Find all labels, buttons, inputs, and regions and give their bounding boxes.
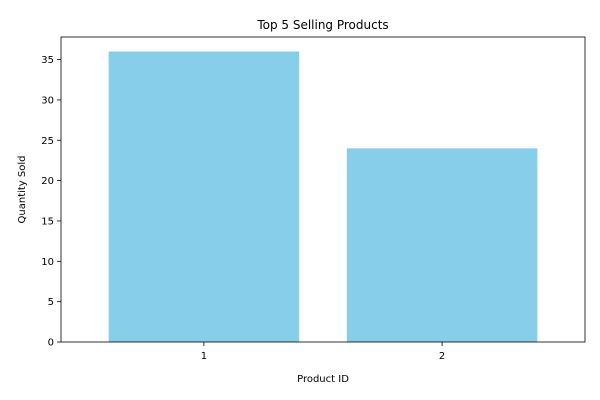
y-tick-label: 35 [41, 55, 54, 66]
bars-group [108, 51, 538, 343]
y-axis-label: Quantity Sold [17, 156, 28, 224]
y-tick-label: 25 [41, 136, 54, 147]
x-tick-label: 1 [201, 351, 207, 362]
y-tick-label: 15 [41, 216, 54, 227]
bar-product-1 [108, 51, 300, 343]
chart-title: Top 5 Selling Products [256, 18, 388, 32]
y-tick-label: 0 [48, 338, 54, 349]
x-tick-label: 2 [439, 351, 445, 362]
y-tick-label: 20 [41, 176, 54, 187]
y-axis-ticks: 0 5 10 15 20 25 30 35 [41, 55, 61, 349]
x-axis-label: Product ID [297, 374, 349, 385]
y-tick-label: 10 [41, 257, 54, 268]
bar-product-2 [346, 148, 538, 342]
y-tick-label: 30 [41, 95, 54, 106]
y-tick-label: 5 [48, 297, 54, 308]
plot-area-frame [60, 36, 586, 343]
